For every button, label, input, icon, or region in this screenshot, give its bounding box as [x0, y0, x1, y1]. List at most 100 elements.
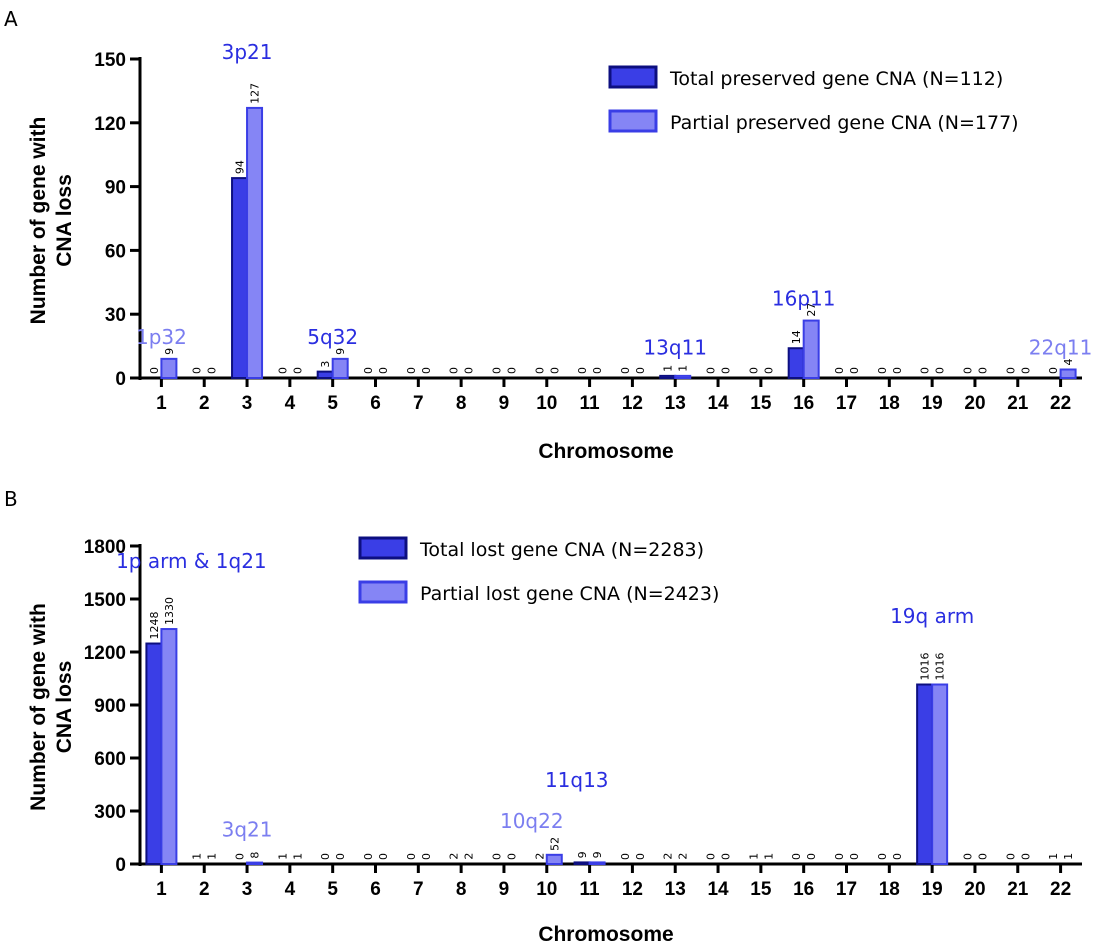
bar-value-label: 1	[677, 365, 690, 372]
x-tick-label: 11	[580, 879, 601, 900]
bar-value-label: 0	[505, 367, 518, 374]
x-tick-label: 15	[750, 393, 772, 414]
region-annotation: 1p arm & 1q21	[116, 549, 267, 573]
bar-value-label: 0	[747, 367, 760, 374]
bar-value-label: 1	[206, 853, 219, 860]
bar-value-label: 0	[319, 853, 332, 860]
y-tick-label: 90	[105, 178, 126, 199]
bar-value-label: 0	[833, 853, 846, 860]
bar-value-label: 3	[319, 361, 332, 368]
bar-value-label: 0	[591, 367, 604, 374]
y-tick-label: 600	[94, 749, 126, 770]
bar-value-label: 8	[249, 852, 262, 859]
bar-value-label: 0	[405, 367, 418, 374]
x-tick-label: 8	[456, 879, 467, 900]
legend-label: Total lost gene CNA (N=2283)	[419, 539, 704, 561]
x-tick-label: 19	[922, 879, 943, 900]
bar-value-label: 1	[762, 853, 775, 860]
legend-label: Partial preserved gene CNA (N=177)	[670, 112, 1019, 134]
y-tick-label: 0	[115, 369, 126, 390]
y-tick-label: 30	[105, 305, 126, 326]
bar	[160, 628, 178, 865]
x-tick-label: 5	[327, 879, 338, 900]
x-tick-label: 20	[964, 879, 985, 900]
bar-value-label: 0	[891, 853, 904, 860]
bar-value-label: 1	[1047, 853, 1060, 860]
bar-value-label: 0	[505, 853, 518, 860]
bar-value-label: 0	[634, 367, 647, 374]
bar-value-label: 0	[276, 367, 289, 374]
bar-value-label: 0	[377, 367, 390, 374]
x-tick-label: 6	[370, 879, 381, 900]
x-tick-label: 1	[156, 879, 167, 900]
x-tick-label: 22	[1050, 879, 1071, 900]
region-annotation: 5q32	[307, 325, 358, 349]
bar	[160, 357, 178, 379]
x-tick-label: 7	[413, 393, 424, 414]
bar-value-label: 52	[548, 837, 561, 851]
x-tick-label: 16	[793, 879, 814, 900]
y-tick-label: 900	[94, 696, 126, 717]
x-tick-label: 14	[707, 393, 729, 414]
bar-value-label: 0	[720, 367, 733, 374]
bar	[246, 861, 264, 866]
y-tick-label: 300	[94, 802, 126, 823]
region-annotation: 19q arm	[890, 604, 974, 628]
legend-label: Partial lost gene CNA (N=2423)	[420, 583, 719, 605]
bar-value-label: 1	[191, 853, 204, 860]
bar	[231, 177, 249, 379]
y-axis-title-line: Number of gene with	[27, 603, 50, 811]
x-tick-label: 19	[922, 393, 943, 414]
x-tick-label: 10	[536, 393, 557, 414]
bar-value-label: 1	[276, 853, 289, 860]
legend-swatch	[358, 580, 408, 604]
bar-value-label: 9	[591, 851, 604, 858]
bar-value-label: 0	[720, 853, 733, 860]
bar-value-label: 0	[619, 853, 632, 860]
x-tick-label: 2	[199, 879, 210, 900]
bar-value-label: 1	[291, 853, 304, 860]
y-tick-label: 120	[94, 114, 126, 135]
bar	[573, 861, 591, 865]
bar-value-label: 0	[490, 367, 503, 374]
y-axis-title-line: Number of gene with	[27, 117, 50, 325]
y-tick-label: 150	[94, 50, 126, 71]
legend-swatch	[608, 65, 658, 89]
bar-value-label: 0	[1047, 367, 1060, 374]
region-annotation: 3p21	[222, 40, 273, 64]
bar-value-label: 9	[334, 348, 347, 355]
bar-value-label: 0	[976, 367, 989, 374]
bar	[588, 861, 606, 865]
bar-value-label: 9	[576, 851, 589, 858]
bar-value-label: 1248	[148, 612, 161, 640]
bar-value-label: 0	[191, 367, 204, 374]
region-annotation: 13q11	[643, 336, 707, 360]
region-annotation: 11q13	[545, 768, 609, 792]
bar-value-label: 0	[463, 367, 476, 374]
x-axis-title: Chromosome	[538, 440, 673, 463]
bar-value-label: 0	[362, 367, 375, 374]
region-annotation: 3q21	[222, 818, 273, 842]
x-tick-label: 1	[156, 393, 167, 414]
bar-value-label: 0	[377, 853, 390, 860]
y-tick-label: 1500	[84, 590, 126, 611]
y-tick-label: 0	[115, 855, 126, 876]
y-tick-label: 1200	[84, 643, 126, 664]
x-tick-label: 10	[536, 879, 557, 900]
x-tick-label: 4	[285, 393, 296, 414]
bar-value-label: 0	[705, 853, 718, 860]
region-annotation: 16p11	[772, 287, 836, 311]
x-tick-label: 13	[665, 879, 686, 900]
x-tick-label: 12	[622, 393, 643, 414]
bar	[145, 642, 163, 866]
bar-value-label: 0	[148, 367, 161, 374]
bar	[316, 370, 334, 379]
y-axis-title: Number of gene with CNA loss	[27, 603, 76, 811]
bar-value-label: 1016	[919, 653, 932, 681]
bar-value-label: 0	[420, 367, 433, 374]
bar	[246, 106, 264, 379]
bar-value-label: 0	[805, 853, 818, 860]
x-tick-label: 4	[285, 879, 296, 900]
bar-value-label: 94	[234, 160, 247, 174]
